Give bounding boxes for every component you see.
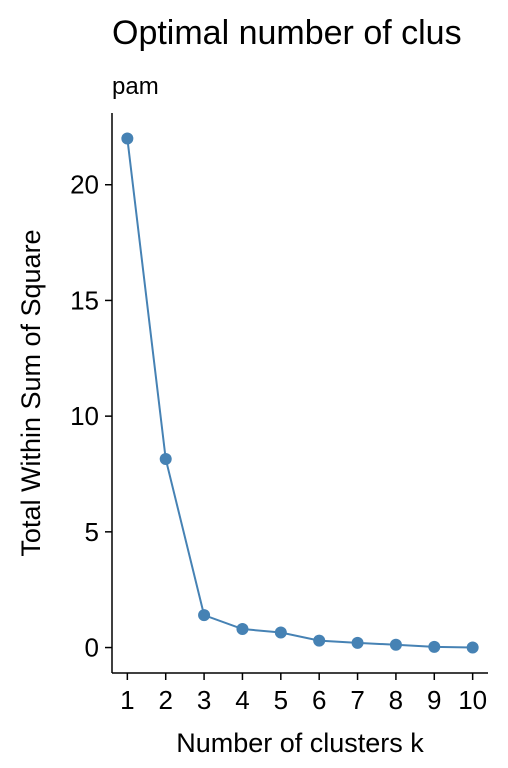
y-tick-label: 5 xyxy=(85,517,99,547)
x-tick-label: 9 xyxy=(427,685,441,715)
chart-title: Optimal number of clus xyxy=(112,14,462,52)
data-point xyxy=(428,640,441,653)
y-ticks: 0 5 10 15 20 xyxy=(70,170,112,663)
y-axis-title: Total Within Sum of Square xyxy=(16,229,46,556)
x-tick-label: 2 xyxy=(158,685,172,715)
data-point xyxy=(198,609,211,622)
data-point xyxy=(389,638,402,651)
series xyxy=(121,132,479,654)
y-tick-label: 15 xyxy=(70,285,99,315)
y-tick-label: 10 xyxy=(70,401,99,431)
x-tick-label: 4 xyxy=(235,685,249,715)
series-line xyxy=(126,138,473,649)
x-tick-label: 1 xyxy=(120,685,134,715)
y-tick-label: 0 xyxy=(85,633,99,663)
x-tick-label: 3 xyxy=(197,685,211,715)
data-point xyxy=(466,641,479,654)
data-point xyxy=(121,132,134,145)
data-point xyxy=(313,634,326,647)
data-point xyxy=(274,626,287,639)
x-tick-label: 7 xyxy=(350,685,364,715)
axes xyxy=(111,113,488,674)
x-tick-label: 6 xyxy=(312,685,326,715)
x-tick-label: 8 xyxy=(389,685,403,715)
y-tick-label: 20 xyxy=(70,170,99,200)
data-point xyxy=(351,636,364,649)
data-point xyxy=(159,452,172,465)
x-ticks: 1 2 3 4 5 6 7 8 9 10 xyxy=(120,673,487,715)
chart-subtitle: pam xyxy=(112,73,159,100)
x-tick-label: 10 xyxy=(458,685,487,715)
x-tick-label: 5 xyxy=(274,685,288,715)
x-axis-title: Number of clusters k xyxy=(176,728,424,758)
data-point xyxy=(236,623,249,636)
